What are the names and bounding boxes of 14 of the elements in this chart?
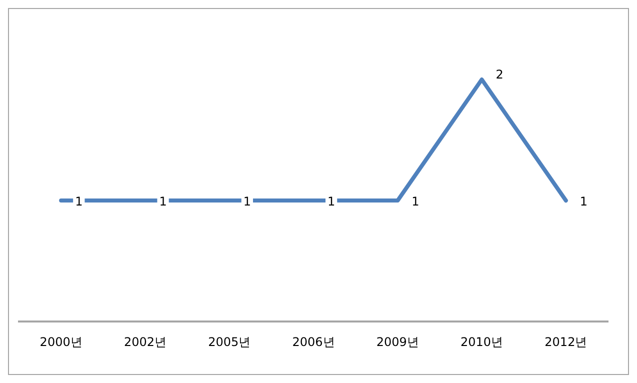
x-tick-label: 2012년 xyxy=(544,334,588,349)
data-label: 2 xyxy=(496,68,504,82)
x-tick-label: 2002년 xyxy=(124,334,166,349)
data-label: 1 xyxy=(75,194,83,209)
data-label: 1 xyxy=(159,194,167,209)
data-label: 1 xyxy=(243,194,251,209)
data-label: 1 xyxy=(580,194,588,209)
x-tick-label: 2005년 xyxy=(208,334,251,349)
data-label: 1 xyxy=(328,194,336,209)
data-label: 1 xyxy=(412,194,420,209)
x-tick-label: 2009년 xyxy=(376,334,419,349)
x-tick-label: 2000년 xyxy=(40,334,82,349)
x-tick-label: 2010년 xyxy=(460,334,504,349)
x-tick-label: 2006년 xyxy=(292,334,335,349)
